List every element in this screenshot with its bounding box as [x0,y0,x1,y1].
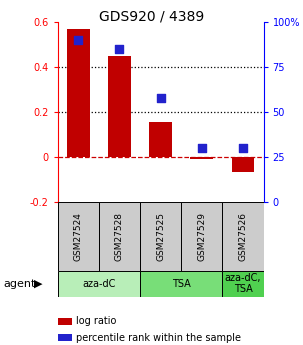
Bar [181,202,222,271]
Bar [58,271,140,297]
Text: GSM27526: GSM27526 [238,212,248,261]
Text: GSM27525: GSM27525 [156,212,165,261]
Text: GSM27528: GSM27528 [115,212,124,261]
Bar [232,157,254,171]
Text: ▶: ▶ [34,279,42,289]
Bar [99,202,140,271]
Bar [140,271,222,297]
Bar [222,202,264,271]
Text: GSM27529: GSM27529 [197,212,206,261]
Bar [58,202,99,271]
Point [158,95,163,100]
Text: log ratio: log ratio [76,316,117,326]
Point [117,47,122,52]
Bar [191,157,213,159]
Point [241,145,245,151]
Point [199,145,204,151]
Text: GDS920 / 4389: GDS920 / 4389 [99,10,204,24]
Bar [140,202,181,271]
Text: aza-dC: aza-dC [82,279,115,289]
Bar [108,56,131,157]
Bar [67,29,89,157]
Text: TSA: TSA [172,279,191,289]
Text: percentile rank within the sample: percentile rank within the sample [76,333,241,343]
Text: agent: agent [3,279,35,289]
Bar [149,122,172,157]
Text: aza-dC,
TSA: aza-dC, TSA [225,273,261,294]
Text: GSM27524: GSM27524 [74,212,83,261]
Bar [222,271,264,297]
Point [76,38,81,43]
